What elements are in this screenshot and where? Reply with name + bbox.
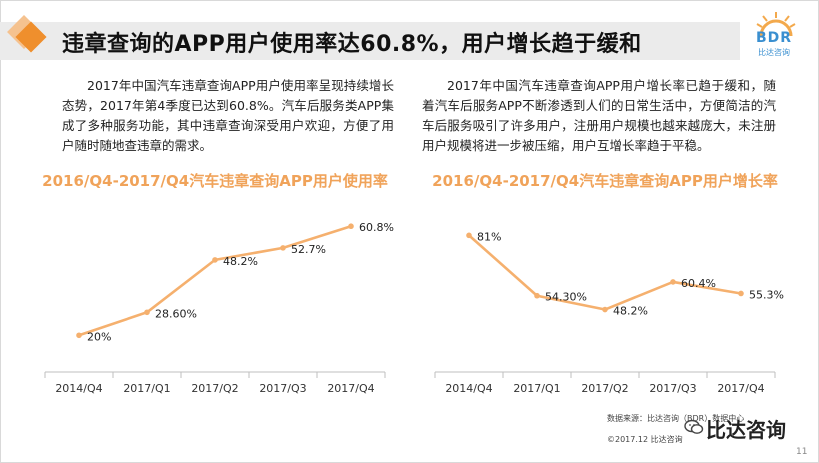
- logo-sun-icon: [756, 12, 796, 36]
- data-point: [212, 257, 218, 263]
- data-point: [348, 223, 354, 230]
- x-tick-label: 2017/Q4: [327, 382, 374, 395]
- logo-text: BDR: [755, 30, 793, 46]
- x-tick-label: 2014/Q4: [445, 382, 492, 395]
- logo-subtext: 比达咨询: [758, 48, 790, 57]
- data-label: 60.4%: [681, 277, 716, 290]
- x-tick-label: 2017/Q4: [717, 382, 764, 395]
- x-tick-label: 2017/Q1: [123, 382, 170, 395]
- growth-rate-chart: 2014/Q4 2017/Q1 2017/Q2 2017/Q3 2017/Q4 81% 54…: [434, 230, 784, 395]
- data-point: [738, 290, 744, 297]
- data-point: [144, 309, 150, 316]
- wechat-icon: [684, 419, 704, 434]
- data-point: [534, 292, 540, 299]
- data-label: 48.2%: [613, 305, 648, 318]
- bdr-logo: BDR 比达咨询: [749, 8, 799, 60]
- data-label: 48.2%: [223, 255, 258, 268]
- data-point: [280, 245, 286, 251]
- x-tick-label: 2017/Q3: [649, 382, 696, 395]
- page-number: 11: [796, 447, 808, 457]
- data-point: [602, 306, 608, 313]
- x-tick-label: 2017/Q2: [191, 382, 238, 395]
- data-label: 60.8%: [359, 221, 394, 234]
- data-label: 81%: [477, 230, 501, 243]
- title-bar: [0, 22, 740, 60]
- data-label: 20%: [87, 330, 111, 343]
- data-point: [466, 232, 472, 239]
- data-label: 54.30%: [545, 291, 587, 304]
- chart-title-growth: 2016/Q4-2017/Q4汽车违章查询APP用户增长率: [432, 172, 778, 190]
- data-label: 52.7%: [291, 243, 326, 256]
- data-label: 28.60%: [155, 307, 197, 320]
- copyright-note: ©2017.12 比达咨询: [607, 435, 683, 444]
- x-tick-label: 2017/Q1: [513, 382, 560, 395]
- chart-title-usage: 2016/Q4-2017/Q4汽车违章查询APP用户使用率: [42, 172, 388, 190]
- left-paragraph: 2017年中国汽车违章查询APP用户使用率呈现持续增长态势，2017年第4季度已…: [62, 78, 394, 153]
- watermark-text: 比达咨询: [706, 418, 786, 442]
- x-tick-label: 2014/Q4: [55, 382, 102, 395]
- series-line: [468, 234, 742, 311]
- x-tick-label: 2017/Q2: [581, 382, 628, 395]
- x-tick-label: 2017/Q3: [259, 382, 306, 395]
- right-paragraph: 2017年中国汽车违章查询APP用户增长率已趋于缓和，随着汽车后服务APP不断渗…: [422, 78, 776, 153]
- usage-rate-chart: 2014/Q4 2017/Q1 2017/Q2 2017/Q3 2017/Q4 20% 28…: [44, 221, 394, 395]
- source-note: 数据来源：比达咨询（BDR）数据中心: [607, 414, 745, 423]
- data-point: [76, 332, 82, 339]
- data-point: [670, 279, 676, 285]
- page-title: 违章查询的APP用户使用率达60.8%，用户增长趋于缓和: [62, 32, 642, 57]
- data-label: 55.3%: [749, 288, 784, 301]
